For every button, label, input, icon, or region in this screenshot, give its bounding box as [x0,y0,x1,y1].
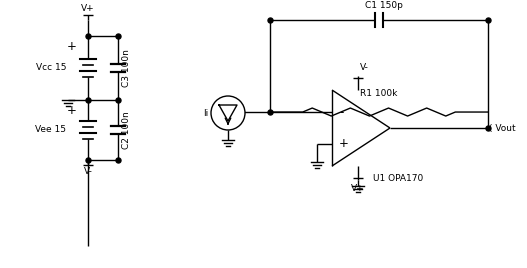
Text: +: + [67,39,77,53]
Text: -: - [339,106,344,118]
Text: C2 100n: C2 100n [122,111,131,149]
Polygon shape [219,105,237,121]
Text: R1 100k: R1 100k [360,89,398,98]
Text: U1 OPA170: U1 OPA170 [373,174,423,183]
Text: V+: V+ [352,184,365,193]
Text: ( Vout: ( Vout [489,124,515,132]
Text: Ii: Ii [203,109,208,117]
Text: C3 100n: C3 100n [122,49,131,87]
Text: V-: V- [84,167,92,176]
Circle shape [211,96,245,130]
Text: V+: V+ [81,4,95,13]
Text: +: + [339,137,349,150]
Text: C1 150p: C1 150p [365,1,403,10]
Text: Vee 15: Vee 15 [35,125,66,135]
Text: V-: V- [360,63,369,72]
Text: +: + [67,103,77,117]
Text: Vcc 15: Vcc 15 [35,64,66,73]
